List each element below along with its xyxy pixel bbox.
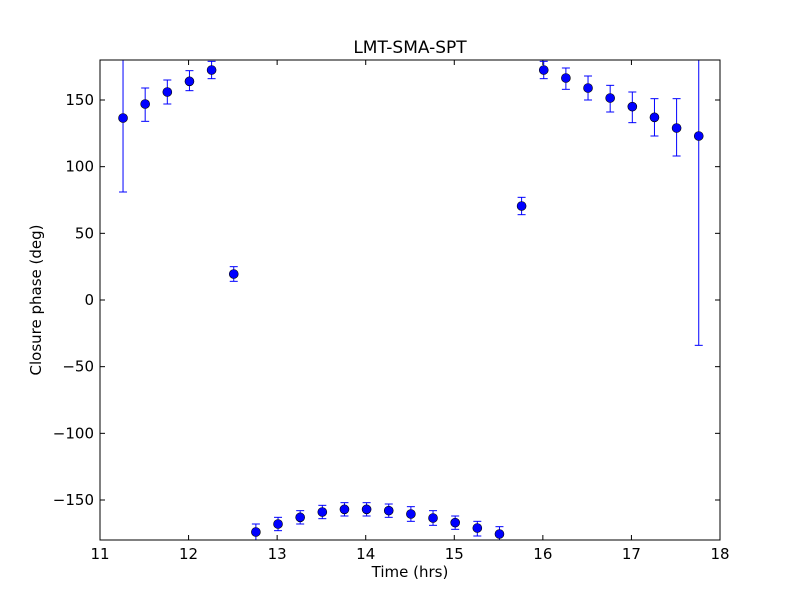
y-tick-label: 100 [65, 158, 94, 176]
x-tick-label: 14 [356, 545, 375, 563]
data-point [118, 113, 128, 123]
x-tick-label: 12 [179, 545, 198, 563]
plot-frame [99, 59, 721, 541]
data-point [206, 65, 217, 75]
x-tick-label: 18 [710, 545, 729, 563]
data-point [184, 76, 195, 87]
x-tick-label: 15 [445, 545, 464, 563]
y-tick-label: 0 [84, 291, 94, 309]
data-point [228, 269, 239, 279]
data-point [251, 527, 261, 537]
data-point [605, 93, 615, 103]
data-point [671, 123, 682, 133]
y-tick-label: 150 [65, 91, 94, 109]
data-point [406, 509, 416, 519]
y-tick-label: 50 [75, 224, 94, 242]
x-tick-label: 16 [533, 545, 552, 563]
data-point [516, 201, 527, 211]
data-point [339, 504, 350, 515]
data-point [538, 65, 549, 75]
x-tick-label: 17 [622, 545, 641, 563]
y-tick-label: −100 [53, 424, 94, 442]
data-point [428, 513, 438, 523]
data-point [649, 112, 660, 123]
x-axis-label: Time (hrs) [371, 563, 449, 581]
chart-title: LMT-SMA-SPT [353, 38, 467, 58]
data-point [472, 523, 483, 533]
y-tick-label: −50 [62, 358, 94, 376]
data-point [583, 83, 593, 93]
data-point [273, 519, 283, 529]
y-axis-label: Closure phase (deg) [27, 225, 45, 376]
y-tick-label: −150 [53, 491, 94, 509]
data-point [494, 529, 505, 539]
data-point [361, 504, 372, 515]
data-point [450, 517, 460, 528]
data-point [140, 99, 150, 109]
x-tick-label: 11 [90, 545, 109, 563]
data-point [561, 73, 571, 83]
data-point [383, 505, 394, 516]
data-point [627, 101, 638, 112]
data-point [693, 131, 704, 141]
data-point [295, 512, 305, 523]
data-point [317, 507, 328, 517]
data-point [162, 87, 173, 97]
x-tick-label: 13 [268, 545, 287, 563]
